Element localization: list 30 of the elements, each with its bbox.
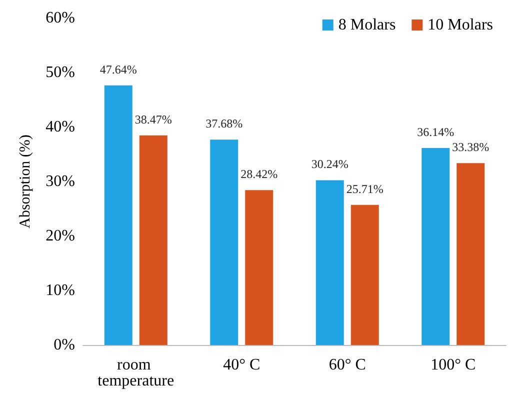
y-tick-label: 10% <box>46 282 75 299</box>
bar <box>210 140 238 345</box>
y-tick-label: 60% <box>46 10 75 26</box>
y-axis-title: Absorption (%) <box>18 134 34 228</box>
data-label: 37.68% <box>206 116 243 131</box>
x-tick-label: 40° C <box>223 356 260 374</box>
data-label: 38.47% <box>134 112 172 126</box>
y-tick-label: 20% <box>46 228 75 244</box>
x-tick-label: room temperature <box>98 356 174 390</box>
data-label: 33.38% <box>452 140 490 154</box>
legend-label: 8 Molars <box>338 16 396 34</box>
y-tick-label: 50% <box>46 64 75 81</box>
y-tick-label: 40% <box>46 118 75 136</box>
bar <box>104 85 132 345</box>
data-label: 30.24% <box>311 157 348 172</box>
data-label: 28.42% <box>240 167 278 182</box>
bar <box>245 190 274 345</box>
x-tick-label: 60° C <box>328 356 366 374</box>
legend-label: 10 Molars <box>428 16 493 34</box>
data-label: 25.71% <box>346 182 384 196</box>
bar <box>350 204 379 345</box>
x-tick-label: 100° C <box>430 356 476 374</box>
bar <box>422 148 450 345</box>
bar <box>456 163 485 345</box>
data-label: 47.64% <box>100 62 137 76</box>
data-label: 36.14% <box>417 125 454 140</box>
bar <box>316 180 344 345</box>
y-tick-label: 0% <box>54 336 75 354</box>
y-tick-label: 30% <box>46 173 75 190</box>
bar <box>139 135 168 345</box>
